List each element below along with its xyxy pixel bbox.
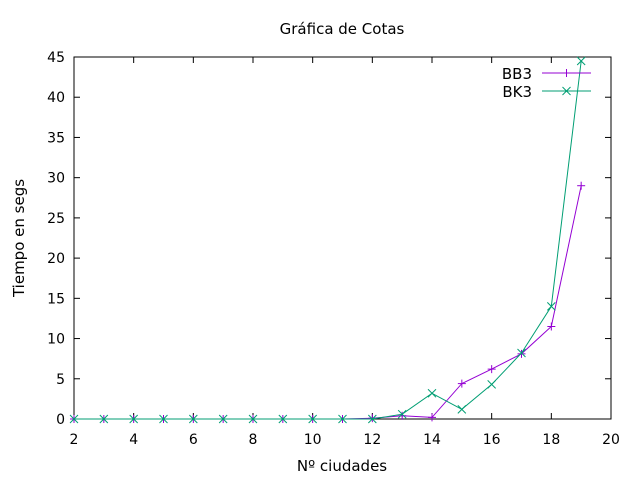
data-point-bk3-7 <box>218 414 228 424</box>
x-tick-labels: 2 4 6 8 10 12 14 16 18 20 <box>70 432 620 448</box>
x-axis-title: Nº ciudades <box>297 457 387 475</box>
legend-label-bk3: BK3 <box>502 83 532 101</box>
data-point-bk3-8 <box>248 414 258 424</box>
y-tick-label-30: 30 <box>47 171 65 187</box>
data-point-bk3-10 <box>308 414 318 424</box>
data-point-bk3-12 <box>367 414 377 424</box>
y-tick-label-15: 15 <box>47 291 65 307</box>
data-point-bk3-14 <box>427 388 437 398</box>
y-axis-title: Tiempo en segs <box>10 179 28 298</box>
x-tick-label-14: 14 <box>423 432 441 448</box>
data-point-bk3-13 <box>397 409 407 419</box>
legend-marker-bk3 <box>562 86 571 96</box>
x-tick-label-18: 18 <box>542 432 560 448</box>
data-point-bk3-5 <box>159 414 168 424</box>
data-point-bk3-3 <box>99 414 109 424</box>
data-point-bk3-6 <box>188 414 198 424</box>
data-point-bb3-14 <box>428 413 436 422</box>
legend-entry-bb3: BB3 <box>502 65 591 83</box>
chart-title: Gráfica de Cotas <box>280 20 405 38</box>
series-bk3 <box>69 56 586 424</box>
data-point-bb3-18 <box>547 322 556 331</box>
x-tick-label-10: 10 <box>304 432 322 448</box>
data-point-bk3-19 <box>576 56 586 66</box>
y-tick-label-20: 20 <box>47 251 65 267</box>
data-point-bb3-13 <box>398 411 407 420</box>
y-tick-label-40: 40 <box>47 90 65 106</box>
data-point-bk3-9 <box>278 414 288 424</box>
plot-frame <box>73 56 612 420</box>
data-point-bk3-4 <box>129 414 139 424</box>
y-tick-label-35: 35 <box>47 130 65 146</box>
legend-label-bb3: BB3 <box>502 65 532 83</box>
x-tick-label-2: 2 <box>70 432 79 448</box>
y-tick-label-0: 0 <box>56 412 65 428</box>
data-point-bk3-2 <box>69 414 79 424</box>
data-point-bk3-18 <box>546 302 556 311</box>
series-line-bb3 <box>74 185 582 420</box>
x-tick-label-8: 8 <box>249 432 258 448</box>
x-tick-label-4: 4 <box>129 432 138 448</box>
data-point-bk3-15 <box>457 404 467 414</box>
data-point-bb3-15 <box>457 379 466 388</box>
y-tick-label-10: 10 <box>47 332 65 348</box>
y-tick-label-45: 45 <box>47 50 65 66</box>
y-tick-label-5: 5 <box>56 372 65 388</box>
x-tick-label-6: 6 <box>189 432 198 448</box>
y-tick-label-25: 25 <box>47 211 65 227</box>
series-line-bk3 <box>74 60 582 420</box>
data-point-bk3-17 <box>517 348 526 358</box>
legend-marker-bb3 <box>562 69 571 77</box>
data-point-bb3-16 <box>487 365 496 374</box>
x-tick-label-16: 16 <box>483 432 501 448</box>
legend-entry-bk3: BK3 <box>502 83 591 101</box>
legend-marker-symbol-bk3 <box>562 86 571 96</box>
series-bb3 <box>70 181 586 423</box>
y-tick-labels: 0 5 10 15 20 25 30 35 40 45 <box>47 50 65 428</box>
x-tick-label-12: 12 <box>363 432 381 448</box>
axis-ticks <box>73 56 612 420</box>
data-point-bb3-17 <box>517 349 526 358</box>
legend-marker-symbol-bb3 <box>562 69 571 77</box>
data-point-bk3-16 <box>487 380 497 389</box>
series-layer <box>69 56 586 424</box>
legend: BB3 BK3 <box>502 65 591 101</box>
data-point-bb3-19 <box>577 181 586 190</box>
data-point-bk3-11 <box>338 414 347 424</box>
x-tick-label-20: 20 <box>602 432 620 448</box>
